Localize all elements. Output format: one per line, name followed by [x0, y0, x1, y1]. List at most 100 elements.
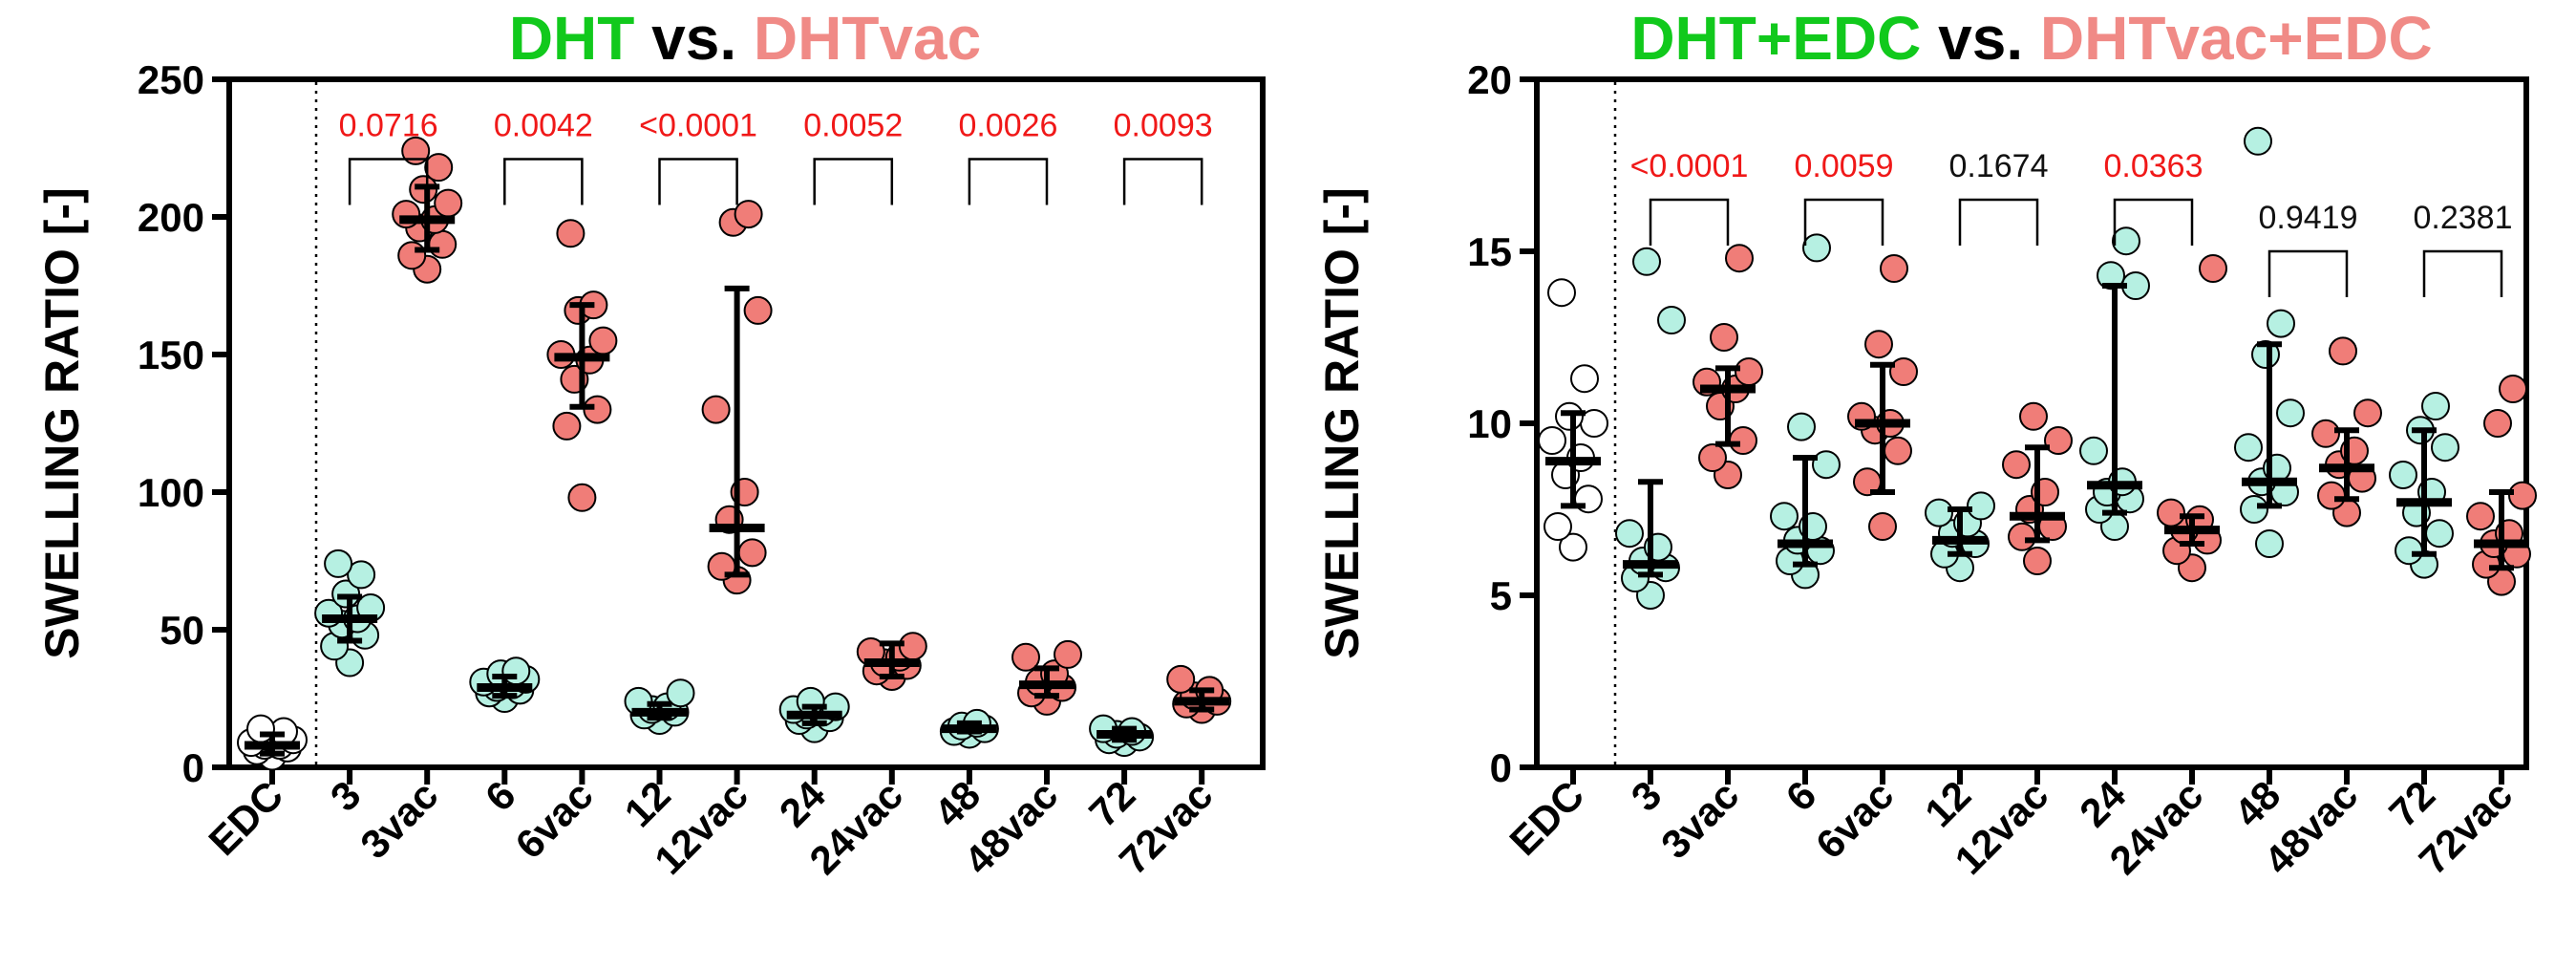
data-point	[1559, 532, 1587, 562]
y-tick-label: 150	[138, 333, 204, 377]
data-point	[1543, 512, 1572, 541]
data-point	[424, 153, 454, 183]
data-point	[1925, 498, 1953, 527]
group-72	[1089, 714, 1155, 758]
group-12	[1925, 491, 1995, 583]
data-point	[1632, 247, 1661, 276]
group-6	[1770, 233, 1841, 590]
data-point	[2499, 375, 2527, 403]
p-value-label: <0.0001	[1630, 148, 1749, 184]
data-point	[1166, 664, 1196, 694]
data-point	[552, 411, 582, 441]
group-48vac	[1011, 639, 1082, 716]
group-6vac	[546, 219, 618, 512]
data-point	[1735, 357, 1763, 386]
data-point	[1054, 639, 1082, 669]
y-tick-label: 0	[182, 745, 204, 790]
data-point	[397, 241, 427, 270]
data-point	[2255, 529, 2284, 558]
data-point	[556, 219, 585, 248]
data-point	[743, 295, 773, 325]
y-tick-label: 250	[138, 57, 204, 102]
data-point	[2431, 433, 2459, 462]
data-point	[2157, 498, 2185, 527]
data-point	[2234, 433, 2263, 462]
group-48	[939, 708, 999, 749]
data-point	[1812, 450, 1841, 480]
comparison-bracket	[1958, 198, 2039, 246]
plot-frame	[226, 76, 1266, 770]
group-72vac	[2466, 375, 2537, 596]
comparison-bracket	[813, 158, 894, 205]
chart-title-part: vs.	[1921, 4, 2040, 73]
p-value-label: 0.9419	[2259, 200, 2358, 236]
group-12	[624, 678, 695, 736]
data-point	[2395, 536, 2423, 566]
data-point	[1011, 642, 1040, 672]
comparison-bracket	[1649, 198, 1730, 246]
group-6vac	[1847, 254, 1918, 541]
comparison-bracket	[2113, 198, 2194, 246]
group-24	[778, 686, 850, 743]
data-point	[2421, 392, 2450, 420]
group-24vac	[856, 632, 927, 691]
y-tick-label: 5	[1490, 573, 1512, 618]
group-6	[469, 656, 541, 713]
p-value-label: 0.0093	[1114, 108, 1213, 144]
y-tick-label: 100	[138, 470, 204, 515]
group-72	[2389, 392, 2459, 579]
data-point	[2097, 261, 2125, 290]
comparison-bracket	[348, 158, 429, 205]
chart-title-part: DHT+EDC	[1630, 4, 1921, 73]
data-point	[401, 136, 431, 165]
data-point	[1884, 436, 1912, 465]
comparison-bracket	[2267, 249, 2349, 297]
data-point	[2199, 254, 2227, 283]
data-point	[666, 678, 695, 708]
data-point	[737, 538, 767, 568]
group-EDC	[1538, 278, 1608, 562]
y-tick-label: 20	[1467, 57, 1512, 102]
comparison-bracket	[503, 158, 584, 205]
data-point	[2276, 398, 2305, 428]
data-point	[734, 200, 763, 229]
data-point	[2044, 426, 2073, 455]
group-72vac	[1166, 664, 1232, 724]
comparison-bracket	[2422, 249, 2503, 297]
data-point	[2508, 481, 2537, 510]
data-point	[324, 549, 353, 578]
data-point	[2329, 336, 2357, 366]
data-point	[1547, 278, 1576, 308]
p-value-label: 0.0716	[339, 108, 438, 144]
data-point	[1570, 364, 1599, 394]
data-point	[1889, 357, 1918, 386]
chart-title: DHT+EDC vs. DHTvac+EDC	[1630, 4, 2432, 73]
data-point	[1615, 519, 1644, 549]
data-point	[1864, 330, 1893, 359]
y-tick-label: 50	[160, 608, 204, 653]
chart-title-part: DHTvac+EDC	[2040, 4, 2433, 73]
group-3	[314, 549, 386, 678]
data-point	[2244, 126, 2272, 156]
comparison-bracket	[1122, 158, 1203, 205]
group-24	[2079, 226, 2150, 541]
data-point	[2311, 419, 2340, 448]
group-48vac	[2311, 336, 2382, 527]
data-point	[2317, 481, 2346, 510]
data-point	[1880, 254, 1908, 283]
data-point	[1710, 323, 1738, 352]
data-point	[2240, 495, 2268, 524]
data-point	[1802, 233, 1831, 263]
p-value-label: 0.0363	[2104, 148, 2203, 184]
comparison-bracket	[1803, 198, 1884, 246]
p-value-label: 0.0059	[1795, 148, 1894, 184]
p-value-label: 0.0026	[958, 108, 1057, 144]
group-12vac	[2002, 401, 2073, 575]
y-axis-label: SWELLING RATIO [-]	[35, 187, 89, 658]
data-point	[588, 326, 618, 355]
data-point	[434, 188, 463, 218]
panel-2: DHT+EDC vs. DHTvac+EDC SWELLING RATIO [-]…	[1315, 4, 2537, 883]
comparison-bracket	[658, 158, 738, 205]
data-point	[2023, 547, 2052, 575]
